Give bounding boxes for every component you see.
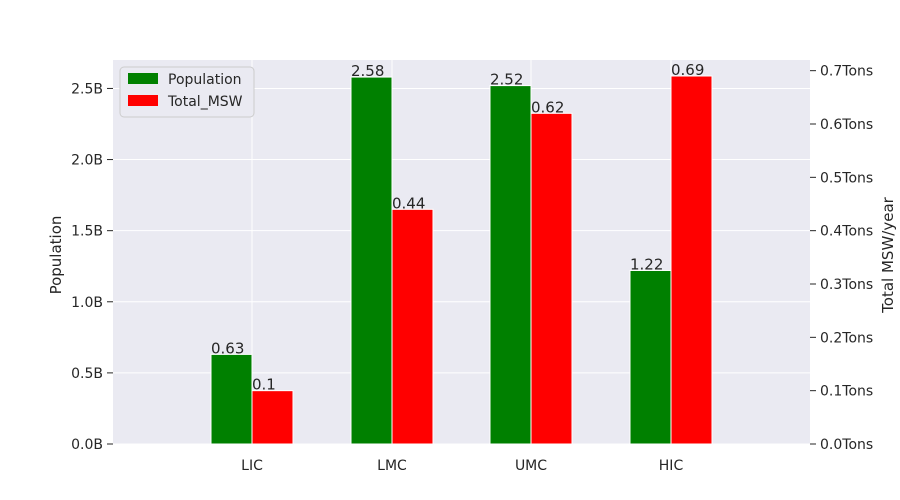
left-axis: 0.0B 0.5B 1.0B 1.5B 2.0B 2.5B bbox=[71, 81, 113, 453]
right-tick-label: 0.3Tons bbox=[820, 277, 873, 293]
legend-label: Population bbox=[168, 72, 242, 88]
right-tick-label: 0.7Tons bbox=[820, 64, 873, 80]
left-axis-title: Population bbox=[47, 216, 65, 295]
x-tick-label: UMC bbox=[515, 458, 547, 474]
left-tick-label: 0.5B bbox=[71, 366, 103, 382]
x-tick-label: LMC bbox=[377, 458, 407, 474]
right-tick-label: 0.5Tons bbox=[820, 170, 873, 186]
legend-swatch bbox=[128, 95, 158, 106]
bar-total-msw bbox=[670, 75, 713, 445]
data-label: 0.62 bbox=[531, 98, 564, 116]
data-label: 0.44 bbox=[392, 194, 425, 212]
bar-total-msw bbox=[530, 112, 573, 445]
left-tick-label: 2.0B bbox=[71, 153, 103, 169]
bar-total-msw bbox=[391, 208, 434, 445]
right-tick-label: 0.6Tons bbox=[820, 117, 873, 133]
right-tick-label: 0.0Tons bbox=[820, 437, 873, 453]
data-labels: 0.63 2.58 2.52 1.22 0.1 0.44 0.62 0.69 bbox=[211, 61, 704, 394]
right-axis: 0.0Tons 0.1Tons 0.2Tons 0.3Tons 0.4Tons 0.5To… bbox=[810, 64, 873, 453]
bar-population bbox=[210, 353, 253, 445]
data-label: 1.22 bbox=[630, 255, 663, 273]
x-tick-label: HIC bbox=[659, 458, 684, 474]
data-label: 2.58 bbox=[351, 62, 384, 80]
legend-swatch bbox=[128, 73, 158, 84]
right-tick-label: 0.4Tons bbox=[820, 224, 873, 240]
data-label: 0.69 bbox=[671, 61, 704, 79]
left-tick-label: 1.5B bbox=[71, 224, 103, 240]
data-label: 0.63 bbox=[211, 339, 244, 357]
legend: Population Total_MSW bbox=[119, 66, 255, 118]
bar-total-msw bbox=[251, 390, 294, 445]
left-tick-label: 1.0B bbox=[71, 295, 103, 311]
legend-label: Total_MSW bbox=[167, 94, 243, 110]
right-axis-title: Total MSW/year bbox=[879, 196, 897, 313]
right-tick-label: 0.2Tons bbox=[820, 330, 873, 346]
bar-population bbox=[489, 85, 532, 445]
data-label: 2.52 bbox=[490, 71, 523, 89]
bar-population bbox=[350, 76, 393, 445]
x-tick-label: LIC bbox=[241, 458, 263, 474]
right-tick-label: 0.1Tons bbox=[820, 384, 873, 400]
bars bbox=[210, 75, 713, 445]
x-axis: LIC LMC UMC HIC bbox=[241, 458, 683, 474]
bar-population bbox=[629, 269, 672, 445]
left-tick-label: 0.0B bbox=[71, 437, 103, 453]
data-label: 0.1 bbox=[252, 376, 276, 394]
left-tick-label: 2.5B bbox=[71, 81, 103, 97]
